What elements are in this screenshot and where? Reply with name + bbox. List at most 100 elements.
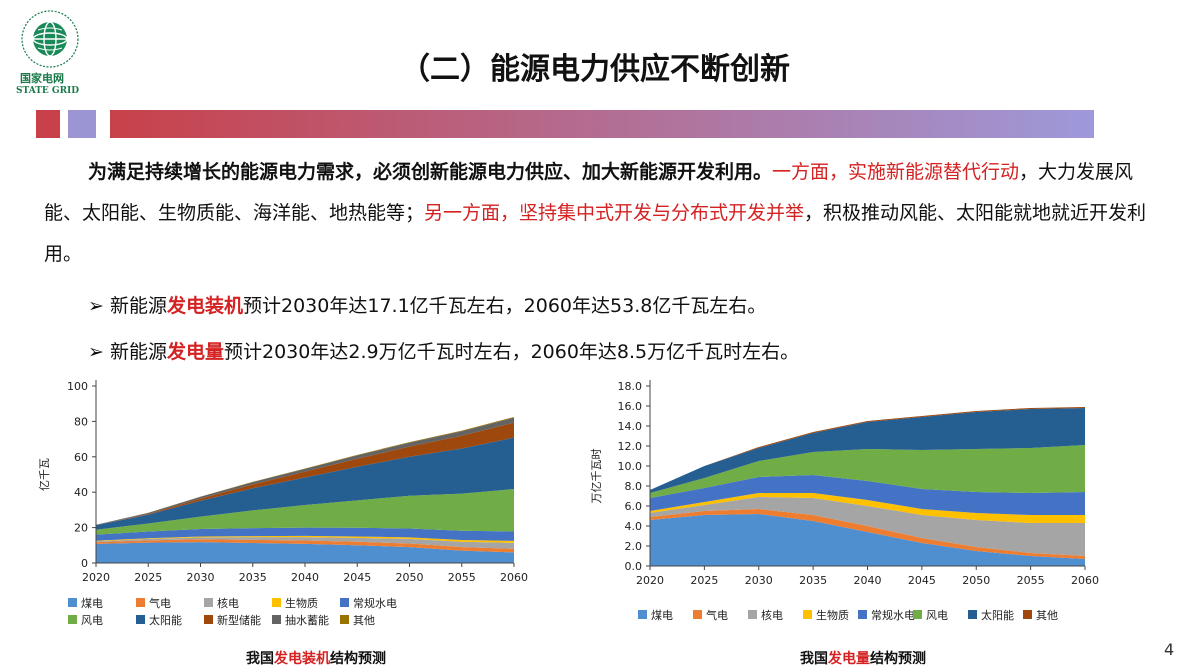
legend-label: 太阳能 [149, 613, 182, 627]
area-series-5 [650, 445, 1085, 498]
area-series-4 [96, 527, 514, 541]
legend-swatch [803, 610, 812, 619]
y-tick-label: 80 [74, 415, 88, 428]
page-title: （二）能源电力供应不断创新 [400, 52, 790, 87]
paragraph-part4: 另一方面，坚持集中式开发与分布式开发并举 [424, 202, 805, 224]
legend-label: 风电 [926, 609, 948, 622]
area-series-0 [96, 542, 514, 563]
y-tick-label: 10.0 [618, 460, 643, 473]
caption-pre: 我国 [800, 651, 828, 667]
decor-square-purple [68, 110, 96, 138]
bullet-highlight: 发电装机 [166, 295, 243, 317]
paragraph-part5: ，积极推动风能、太阳能就地就近开发利用。 [44, 202, 1147, 265]
y-tick-label: 0.0 [625, 560, 643, 573]
x-tick-label: 2020 [636, 574, 664, 587]
legend-swatch [68, 615, 77, 624]
legend-swatch [1023, 610, 1032, 619]
logo-cn-text: 国家电网 [20, 72, 64, 85]
area-series-2 [650, 497, 1085, 556]
y-tick-label: 100 [67, 380, 88, 393]
decor-gradient-bar [110, 110, 1094, 138]
area-series-6 [96, 437, 514, 530]
chart2-caption: 我国发电量结构预测 [800, 648, 926, 668]
legend-label: 常规水电 [353, 596, 397, 610]
legend-label: 气电 [149, 596, 171, 610]
legend-swatch [68, 598, 77, 607]
bullet-pre: 新能源 [109, 341, 167, 363]
x-tick-label: 2045 [908, 574, 936, 587]
x-tick-label: 2030 [745, 574, 773, 587]
area-series-0 [650, 514, 1085, 566]
legend-label: 煤电 [81, 597, 103, 610]
page-number: 4 [1164, 640, 1175, 659]
bullet-item: ➢ 新能源发电量预计2030年达2.9万亿千瓦时左右，2060年达8.5万亿千瓦… [88, 337, 799, 367]
y-tick-label: 8.0 [625, 480, 643, 493]
paragraph-part2: 一方面，实施新能源替代行动 [772, 161, 1020, 183]
chart1-caption: 我国发电装机结构预测 [246, 648, 386, 668]
legend-swatch [272, 598, 281, 607]
legend-swatch [136, 598, 145, 607]
bullet-arrow-icon: ➢ [88, 341, 104, 363]
logo-en-text: STATE GRID [16, 86, 80, 96]
legend-swatch [913, 610, 922, 619]
x-tick-label: 2025 [690, 574, 718, 587]
x-tick-label: 2060 [1071, 574, 1099, 587]
area-series-3 [650, 493, 1085, 523]
area-series-5 [96, 489, 514, 535]
paragraph-part1: 为满足持续增长的能源电力需求，必须创新能源电力供应、加大新能源开发利用。 [88, 161, 773, 183]
state-grid-globe-icon [21, 10, 79, 68]
legend-label: 抽水蓄能 [285, 613, 329, 627]
x-tick-label: 2040 [291, 571, 319, 584]
logo: 国家电网 STATE GRID [8, 6, 92, 98]
x-tick-label: 2025 [134, 571, 162, 584]
legend-label: 风电 [81, 614, 103, 627]
bullet-item: ➢ 新能源发电装机预计2030年达17.1亿千瓦左右，2060年达53.8亿千瓦… [88, 291, 766, 321]
x-tick-label: 2045 [343, 571, 371, 584]
x-tick-label: 2035 [239, 571, 267, 584]
x-tick-label: 2055 [1017, 574, 1045, 587]
decor-square-red [36, 110, 60, 138]
legend-label: 气电 [706, 608, 728, 622]
legend-label: 核电 [217, 596, 239, 610]
area-series-7 [96, 422, 514, 526]
x-tick-label: 2050 [962, 574, 990, 587]
x-tick-label: 2040 [854, 574, 882, 587]
area-series-8 [96, 417, 514, 526]
x-tick-label: 2050 [396, 571, 424, 584]
legend-label: 太阳能 [981, 608, 1014, 622]
y-tick-label: 4.0 [625, 520, 643, 533]
y-tick-label: 18.0 [618, 380, 643, 393]
bullet-post: 预计2030年达2.9万亿千瓦时左右，2060年达8.5万亿千瓦时左右。 [224, 341, 800, 363]
legend-swatch [693, 610, 702, 619]
x-tick-label: 2030 [187, 571, 215, 584]
caption-highlight: 发电量 [828, 651, 870, 667]
x-tick-label: 2060 [500, 571, 528, 584]
intro-paragraph: 为满足持续增长的能源电力需求，必须创新能源电力供应、加大新能源开发利用。一方面，… [44, 152, 1154, 275]
legend-label: 新型储能 [217, 613, 261, 627]
y-tick-label: 60 [74, 451, 88, 464]
bullet-pre: 新能源 [109, 295, 167, 317]
y-tick-label: 6.0 [625, 500, 643, 513]
paragraph-part3: ，大力发展风能、太阳能、生物质能、海洋能、地热能等； [44, 161, 1134, 224]
bullet-post: 预计2030年达17.1亿千瓦左右，2060年达53.8亿千瓦左右。 [243, 295, 767, 317]
legend-swatch [858, 610, 867, 619]
legend-swatch [340, 615, 349, 624]
y-tick-label: 0 [81, 557, 88, 570]
x-tick-label: 2055 [448, 571, 476, 584]
y-tick-label: 12.0 [618, 440, 643, 453]
legend-label: 生物质 [285, 596, 318, 610]
legend-swatch [748, 610, 757, 619]
generation-chart: 0.0 2.0 4.0 6.0 8.0 10.0 12.0 14.0 16.0 18.0 2020 2… [590, 380, 1099, 622]
caption-pre: 我国 [246, 651, 274, 667]
area-series-4 [650, 475, 1085, 515]
legend-label: 核电 [761, 608, 783, 622]
legend-swatch [638, 610, 647, 619]
legend-swatch [340, 598, 349, 607]
x-tick-label: 2020 [82, 571, 110, 584]
y-axis-label: 亿千瓦 [38, 458, 51, 491]
area-series-1 [96, 539, 514, 553]
legend-label: 其他 [353, 614, 375, 627]
area-series-3 [96, 535, 514, 543]
y-tick-label: 40 [74, 486, 88, 499]
